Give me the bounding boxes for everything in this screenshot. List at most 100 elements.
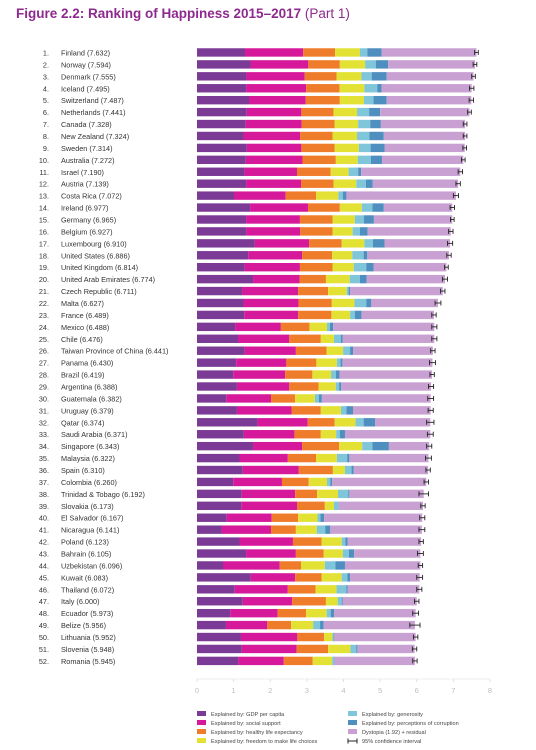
bar-segment <box>316 191 339 200</box>
bar-segment <box>223 561 280 570</box>
confidence-interval <box>418 491 429 497</box>
bar-segment <box>236 358 287 367</box>
rank-number: 29. <box>39 383 49 392</box>
bar-segment <box>338 489 349 499</box>
confidence-interval <box>426 443 433 449</box>
bar-segment <box>386 95 472 105</box>
bar-segment <box>289 382 319 391</box>
bar-segment <box>197 477 234 487</box>
bar-segment <box>341 573 348 582</box>
legend-label: Explained by: perceptions of corruption <box>362 721 459 727</box>
bar-segment <box>197 549 247 558</box>
bar-segment <box>347 453 350 463</box>
bar-segment <box>346 406 354 415</box>
bar-segment <box>246 84 307 93</box>
rank-number: 18. <box>39 251 49 260</box>
bar-segment <box>336 358 341 367</box>
bar-segment <box>197 489 242 499</box>
bar-segment <box>250 203 308 212</box>
rank-number: 35. <box>39 454 49 463</box>
bar-segment <box>295 394 315 403</box>
country-label: Brazil (6.419) <box>61 371 104 380</box>
bar-segment <box>318 382 336 391</box>
bar-segment <box>246 72 305 81</box>
bar-segment <box>313 620 321 630</box>
rank-number: 49. <box>39 621 49 630</box>
rank-number: 23. <box>39 311 49 320</box>
bar-segment <box>335 48 360 57</box>
bar-segment <box>330 477 333 487</box>
country-label: Australia (7.272) <box>61 156 115 165</box>
bar-segment <box>384 239 451 248</box>
bar-segment <box>339 203 362 212</box>
bar-segment <box>332 227 353 236</box>
legend-item: Explained by: perceptions of corruption <box>348 720 459 727</box>
bar-segment <box>358 167 362 176</box>
bar-segment <box>350 644 357 654</box>
bar-segment <box>364 215 374 224</box>
bar-segment <box>354 215 365 224</box>
bar-segment <box>308 477 328 487</box>
bar-segment <box>243 298 299 308</box>
country-label: Ecuador (5.973) <box>61 609 113 618</box>
bar-segment <box>388 441 430 451</box>
bar-segment <box>334 418 356 427</box>
bar-segment <box>233 477 282 487</box>
country-label: United Kingdom (6.814) <box>61 263 138 272</box>
rank-number: 6. <box>43 108 49 117</box>
legend-swatch <box>197 720 206 725</box>
confidence-interval <box>416 574 424 580</box>
confidence-interval <box>428 384 435 390</box>
bar-segment <box>339 441 363 451</box>
bar-segment <box>320 620 324 630</box>
bar-segments <box>197 48 477 666</box>
rank-number: 38. <box>39 490 49 499</box>
bar-segment <box>197 585 235 594</box>
bar-segment <box>197 227 247 236</box>
country-label: Saudi Arabia (6.371) <box>61 430 128 439</box>
bar-segment <box>295 346 327 355</box>
country-label: Uzbekistan (6.096) <box>61 561 122 570</box>
bar-segment <box>333 107 358 117</box>
bar-segment <box>197 310 245 320</box>
rank-number: 28. <box>39 371 49 380</box>
confidence-interval <box>409 622 421 628</box>
bar-segment <box>283 656 313 666</box>
bar-segment <box>321 537 342 546</box>
country-label: Luxembourg (6.910) <box>61 239 127 248</box>
bar-segment <box>197 644 242 654</box>
bar-segment <box>197 203 251 212</box>
country-label: United Arab Emirates (6.774) <box>61 275 155 284</box>
bar-segment <box>346 191 456 200</box>
x-tick-label: 1 <box>232 686 236 695</box>
x-tick-label: 7 <box>451 686 455 695</box>
bar-segment <box>298 310 332 320</box>
bar-segment <box>197 107 247 117</box>
bar-segment <box>254 239 310 248</box>
bar-segment <box>335 561 345 570</box>
bar-segment <box>197 298 244 308</box>
bar-segment <box>330 525 422 534</box>
bar-segment <box>356 644 358 654</box>
bar-segment <box>197 251 249 260</box>
bar-segment <box>289 334 321 343</box>
legend-label: Explained by: generosity <box>362 712 423 718</box>
bar-segment <box>197 620 226 630</box>
country-label: Germany (6.965) <box>61 215 116 224</box>
confidence-interval <box>413 634 419 640</box>
bar-segment <box>372 203 384 212</box>
bar-segment <box>340 406 347 415</box>
rank-number: 21. <box>39 287 49 296</box>
bar-segment <box>358 143 371 153</box>
legend-item: Explained by: freedom to make life choic… <box>197 738 318 745</box>
confidence-interval <box>418 539 424 545</box>
bar-segment <box>197 573 251 582</box>
bar-segment <box>312 370 332 379</box>
rank-number: 30. <box>39 394 49 403</box>
bar-segment <box>285 370 313 379</box>
rank-number: 9. <box>43 144 49 153</box>
bar-segment <box>340 334 343 343</box>
bar-segment <box>371 298 438 308</box>
bar-segment <box>338 501 423 511</box>
bar-segment <box>226 394 271 403</box>
